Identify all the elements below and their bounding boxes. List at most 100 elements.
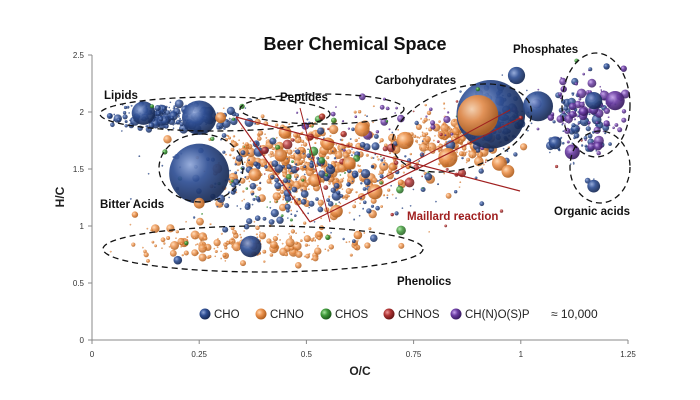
chart-title: Beer Chemical Space	[263, 34, 446, 54]
data-point-chno	[456, 144, 459, 147]
organic-acids-region-outline	[569, 130, 631, 204]
data-point-chno	[459, 181, 462, 184]
data-point-chno	[326, 156, 330, 160]
data-point-cho	[562, 130, 565, 133]
data-point-chno	[304, 161, 307, 164]
data-point-chno	[342, 152, 349, 158]
data-point-chno	[363, 232, 366, 234]
data-point-chno	[438, 150, 440, 153]
data-point-chno	[222, 253, 227, 258]
data-point-cho	[113, 113, 116, 116]
maillard-line-5	[379, 109, 511, 181]
data-point-chno	[238, 139, 240, 141]
bubble-chnos	[390, 212, 394, 217]
x-tick-label: 1.25	[620, 350, 636, 359]
maillard-line-4	[299, 107, 331, 223]
data-point-chno	[240, 127, 243, 130]
data-point-chno	[372, 105, 375, 108]
data-point-cho	[561, 123, 564, 126]
data-point-chno	[239, 233, 242, 236]
data-point-chno	[282, 182, 293, 192]
bubble-chno	[438, 148, 458, 168]
data-point-chno	[314, 121, 316, 124]
data-point-chno	[327, 249, 330, 252]
data-point-chnos	[318, 113, 326, 121]
data-point-ch-n-o-s-p	[595, 121, 599, 125]
data-point-chos	[266, 206, 269, 208]
bubble-chos	[149, 104, 155, 109]
data-point-cho	[173, 105, 176, 108]
data-point-chno	[243, 230, 245, 232]
data-point-cho	[513, 152, 518, 157]
data-point-cho	[253, 147, 264, 157]
data-point-chos	[301, 178, 305, 182]
axes	[91, 55, 628, 341]
data-point-ch-n-o-s-p	[562, 111, 566, 114]
data-point-ch-n-o-s-p	[375, 130, 380, 134]
data-point-cho	[294, 163, 298, 166]
data-point-cho	[290, 213, 293, 216]
data-point-cho	[283, 189, 292, 198]
data-point-chno	[429, 146, 431, 149]
data-point-cho	[357, 152, 360, 155]
data-point-chnos	[421, 153, 424, 156]
data-point-chno	[379, 161, 389, 171]
data-point-cho	[179, 117, 181, 120]
data-point-chno	[425, 132, 429, 136]
data-point-chno	[456, 150, 458, 152]
data-point-chos	[380, 155, 382, 158]
data-point-cho	[274, 177, 280, 183]
data-point-chno	[295, 250, 303, 258]
data-point-cho	[336, 190, 341, 195]
data-point-cho	[572, 162, 575, 165]
data-point-chno	[341, 188, 344, 190]
data-point-chno	[394, 150, 397, 153]
data-point-cho	[479, 201, 485, 207]
data-point-ch-n-o-s-p	[430, 120, 436, 126]
data-point-chno	[232, 229, 237, 235]
data-point-cho	[376, 179, 379, 182]
data-point-cho	[170, 116, 174, 120]
y-tick-label: 0	[80, 336, 85, 345]
data-point-chno	[278, 162, 281, 164]
data-point-cho	[254, 215, 261, 221]
data-point-chno	[468, 150, 477, 159]
data-point-chno	[163, 135, 172, 144]
data-point-cho	[130, 122, 132, 124]
data-point-cho	[192, 216, 196, 219]
bubble-ch-n-o-s-p	[564, 144, 580, 160]
bubble-cho	[603, 63, 610, 70]
data-point-ch-n-o-s-p	[564, 123, 566, 125]
data-point-chos	[291, 160, 294, 164]
data-point-ch-n-o-s-p	[573, 118, 577, 121]
data-point-cho	[269, 137, 277, 145]
data-point-chno	[203, 236, 208, 241]
data-point-chno	[317, 236, 322, 241]
data-point-chno	[196, 243, 199, 245]
data-point-cho	[454, 190, 458, 194]
legend-label-ch-n-o-s-p: CH(N)O(S)P	[465, 309, 530, 321]
data-point-ch-n-o-s-p	[612, 126, 615, 130]
data-point-chno	[301, 131, 304, 134]
data-point-cho	[309, 163, 315, 169]
data-point-chno	[166, 236, 171, 240]
data-point-chos	[289, 218, 293, 222]
data-point-cho	[362, 207, 364, 210]
data-point-cho	[549, 151, 551, 154]
data-point-chno	[170, 241, 179, 250]
bubble-ch-n-o-s-p	[603, 120, 610, 127]
data-point-cho	[295, 178, 298, 181]
data-point-ch-n-o-s-p	[587, 121, 591, 125]
data-point-chno	[220, 257, 223, 260]
data-point-chno	[163, 242, 166, 245]
data-point-chnos	[439, 132, 443, 137]
data-point-chno	[258, 232, 267, 240]
data-point-cho	[295, 149, 301, 155]
data-point-chno	[370, 197, 377, 204]
data-point-chno	[303, 182, 309, 188]
data-point-cho	[584, 145, 586, 148]
data-point-chno	[299, 160, 304, 165]
data-point-chno	[241, 200, 243, 202]
region-outlines	[99, 52, 631, 273]
data-point-chno	[270, 182, 273, 185]
